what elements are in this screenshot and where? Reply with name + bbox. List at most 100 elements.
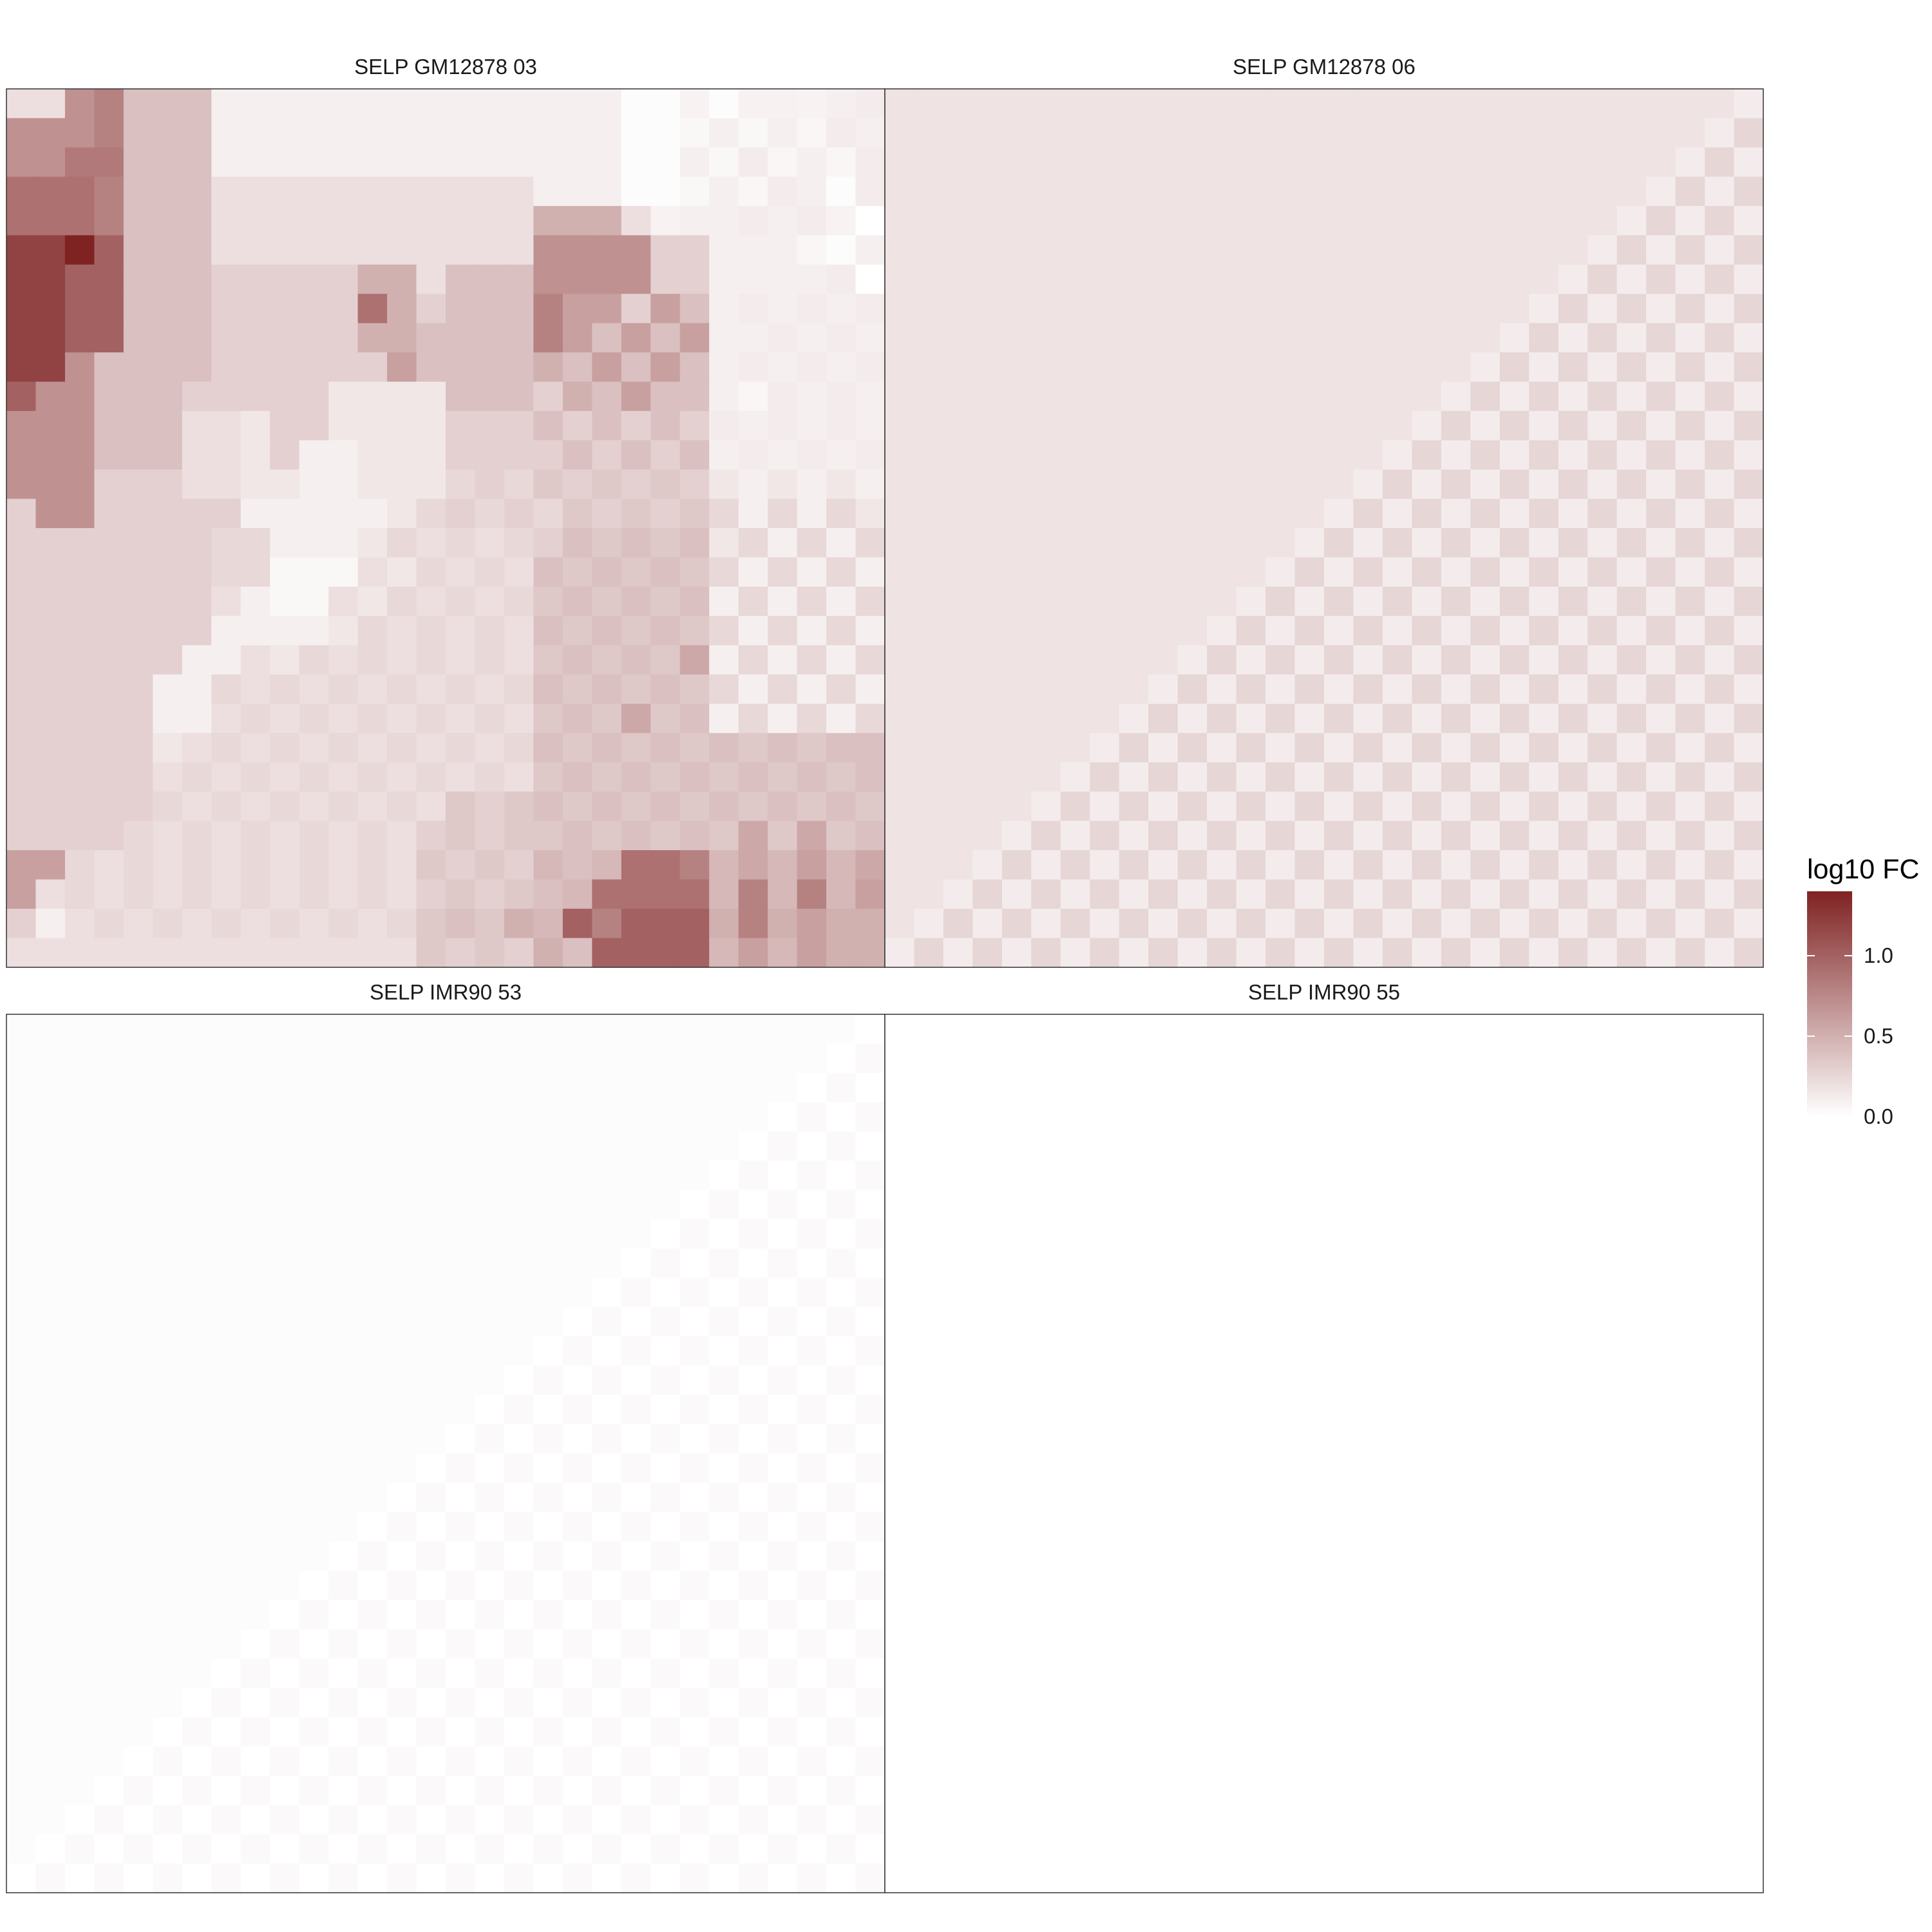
heatmap-cell [1382, 1189, 1412, 1220]
heatmap-cell [1031, 1043, 1061, 1074]
heatmap-cell [1499, 1248, 1530, 1278]
heatmap-cell [1646, 235, 1676, 265]
heatmap-cell [679, 1541, 710, 1571]
heatmap-cell [240, 616, 270, 646]
heatmap-cell [446, 879, 476, 909]
heatmap-cell [679, 1219, 710, 1249]
heatmap-cell [1060, 1307, 1090, 1337]
heatmap-cell [914, 1804, 944, 1835]
heatmap-cell [1675, 1131, 1705, 1161]
heatmap-cell [562, 1014, 592, 1045]
heatmap-cell [6, 1131, 37, 1161]
heatmap-cell [1207, 733, 1237, 763]
heatmap-cell [650, 469, 681, 500]
heatmap-cell [709, 1511, 739, 1542]
heatmap-cell [1324, 586, 1354, 616]
heatmap-cell [475, 528, 505, 558]
heatmap-cell [562, 264, 592, 294]
heatmap-cell [1001, 205, 1032, 236]
heatmap-cell [1148, 1336, 1179, 1367]
heatmap-cell [885, 850, 915, 880]
heatmap-cell [504, 528, 534, 558]
heatmap-cell [679, 1863, 710, 1893]
heatmap-cell [1177, 1395, 1208, 1425]
heatmap-cell [1705, 1160, 1735, 1191]
heatmap-cell [240, 1717, 270, 1747]
heatmap-cell [797, 762, 827, 792]
heatmap-cell [621, 469, 651, 500]
heatmap-cell [621, 1131, 651, 1161]
heatmap-cell [679, 1336, 710, 1367]
heatmap-cell [1705, 879, 1735, 909]
legend-tick-label: 1.0 [1864, 943, 1893, 967]
heatmap-cell [6, 469, 37, 500]
heatmap-cell [504, 762, 534, 792]
heatmap-cell [387, 1160, 417, 1191]
heatmap-cell [1119, 1717, 1149, 1747]
heatmap-cell [1119, 674, 1149, 705]
heatmap-cell [240, 1072, 270, 1103]
heatmap-cell [738, 1043, 768, 1074]
heatmap-cell [6, 1541, 37, 1571]
heatmap-cell [64, 909, 95, 939]
heatmap-cell [1705, 791, 1735, 822]
heatmap-cell [1675, 528, 1705, 558]
heatmap-cell [240, 89, 270, 119]
heatmap-cell [797, 235, 827, 265]
heatmap-cell [1587, 1365, 1618, 1396]
heatmap-cell [1177, 1336, 1208, 1367]
heatmap-cell [562, 411, 592, 441]
heatmap-cell [1587, 1102, 1618, 1132]
heatmap-cell [885, 411, 915, 441]
heatmap-cell [1499, 1863, 1530, 1893]
heatmap-cell [328, 147, 359, 177]
heatmap-cell [1031, 557, 1061, 587]
heatmap-cell [1236, 440, 1266, 470]
heatmap-cell [1470, 1189, 1501, 1220]
heatmap-cell [1558, 1365, 1588, 1396]
heatmap-cell [1265, 703, 1296, 734]
heatmap-cell [533, 1336, 564, 1367]
heatmap-cell [211, 264, 242, 294]
heatmap-cell [1353, 381, 1383, 412]
heatmap-cell [123, 1365, 153, 1396]
heatmap-cell [592, 1102, 622, 1132]
heatmap-cell [1441, 1131, 1471, 1161]
heatmap-cell [1236, 118, 1266, 148]
heatmap-cell [1001, 1278, 1032, 1308]
heatmap-cell [650, 909, 681, 939]
heatmap-cell [1148, 645, 1179, 675]
heatmap-cell [1090, 1570, 1120, 1600]
heatmap-cell [64, 557, 95, 587]
heatmap-cell [1499, 1278, 1530, 1308]
heatmap-cell [1616, 294, 1647, 324]
heatmap-cell [1616, 909, 1647, 939]
heatmap-cell [679, 1043, 710, 1074]
heatmap-cell [270, 1424, 300, 1454]
heatmap-cell [1031, 1395, 1061, 1425]
heatmap-cell [6, 89, 37, 119]
heatmap-cell [211, 528, 242, 558]
heatmap-cell [1207, 147, 1237, 177]
heatmap-cell [35, 1307, 66, 1337]
heatmap-cell [64, 762, 95, 792]
heatmap-cell [64, 1189, 95, 1220]
heatmap-cell [270, 1658, 300, 1689]
heatmap-cell [1060, 1658, 1090, 1689]
heatmap-cell [1470, 1160, 1501, 1191]
heatmap-cell [153, 1804, 183, 1835]
heatmap-cell [357, 1804, 388, 1835]
heatmap-cell [94, 176, 124, 207]
heatmap-cell [533, 733, 564, 763]
heatmap-cell [475, 264, 505, 294]
heatmap-cell [1119, 1307, 1149, 1337]
heatmap-cell [1001, 498, 1032, 529]
heatmap-cell [357, 791, 388, 822]
heatmap-cell [270, 645, 300, 675]
heatmap-cell [1558, 791, 1588, 822]
heatmap-cell [1265, 1776, 1296, 1806]
heatmap-cell [1236, 1278, 1266, 1308]
heatmap-cell [533, 1629, 564, 1659]
heatmap-cell [768, 557, 798, 587]
heatmap-cell [1324, 469, 1354, 500]
